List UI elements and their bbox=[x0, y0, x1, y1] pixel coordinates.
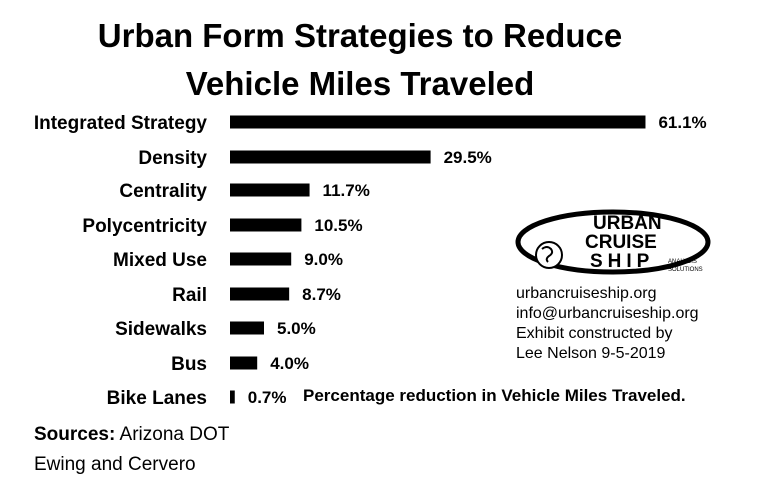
source-ewing-cervero: Ewing and Cervero bbox=[34, 454, 196, 475]
category-label-centrality: Centrality bbox=[119, 181, 207, 202]
value-label-polycentricity: 10.5% bbox=[314, 216, 362, 235]
value-label-rail: 8.7% bbox=[302, 285, 341, 304]
logo-tag-analysis: ANALYSIS bbox=[668, 259, 697, 265]
value-label-density: 29.5% bbox=[444, 148, 492, 167]
value-label-mixed-use: 9.0% bbox=[304, 250, 343, 269]
value-label-bike-lanes: 0.7% bbox=[248, 388, 287, 407]
logo-word-cruise: CRUISE bbox=[585, 232, 657, 253]
logo-word-ship: SHIP bbox=[590, 251, 654, 272]
category-label-bus: Bus bbox=[171, 354, 207, 375]
sources-line-1: Sources: Arizona DOT bbox=[34, 424, 229, 446]
bar-mixed-use bbox=[230, 252, 292, 266]
value-label-centrality: 11.7% bbox=[323, 181, 370, 200]
category-label-polycentricity: Polycentricity bbox=[82, 216, 207, 237]
chart-title-line-1: Urban Form Strategies to Reduce bbox=[97, 17, 623, 54]
info-credit-line-1: Exhibit constructed by bbox=[516, 325, 673, 342]
info-credit-line-2: Lee Nelson 9-5-2019 bbox=[516, 345, 666, 362]
logo-ring bbox=[515, 209, 711, 275]
series-note: Percentage reduction in Vehicle Miles Tr… bbox=[303, 386, 686, 405]
category-label-bike-lanes: Bike Lanes bbox=[107, 388, 207, 409]
bar-bus bbox=[230, 356, 258, 370]
category-label-integrated-strategy: Integrated Strategy bbox=[34, 113, 208, 134]
category-label-rail: Rail bbox=[172, 285, 207, 306]
value-label-integrated-strategy: 61.1% bbox=[658, 113, 706, 132]
logo-word-urban: URBAN bbox=[593, 213, 662, 234]
bar-sidewalks bbox=[230, 321, 264, 335]
value-label-sidewalks: 5.0% bbox=[277, 319, 316, 338]
urban-cruise-ship-logo: URBAN CRUISE SHIP ANALYSIS SOLUTIONS bbox=[515, 205, 715, 279]
bar-bike-lanes bbox=[230, 390, 235, 404]
bar-rail bbox=[230, 287, 290, 301]
bar-integrated-strategy bbox=[230, 115, 646, 129]
category-label-sidewalks: Sidewalks bbox=[115, 319, 207, 340]
bar-density bbox=[230, 150, 431, 164]
info-email: info@urbancruiseship.org bbox=[516, 305, 699, 322]
category-label-density: Density bbox=[138, 148, 207, 169]
chart-title-line-2: Vehicle Miles Traveled bbox=[185, 65, 535, 102]
sources-label: Sources: bbox=[34, 424, 116, 445]
category-label-mixed-use: Mixed Use bbox=[113, 250, 207, 271]
bar-centrality bbox=[230, 183, 310, 197]
source-arizona-dot: Arizona DOT bbox=[119, 424, 230, 445]
info-website: urbancruiseship.org bbox=[516, 285, 657, 302]
logo-tag-solutions: SOLUTIONS bbox=[668, 267, 703, 273]
value-label-bus: 4.0% bbox=[270, 354, 309, 373]
bar-polycentricity bbox=[230, 218, 302, 232]
